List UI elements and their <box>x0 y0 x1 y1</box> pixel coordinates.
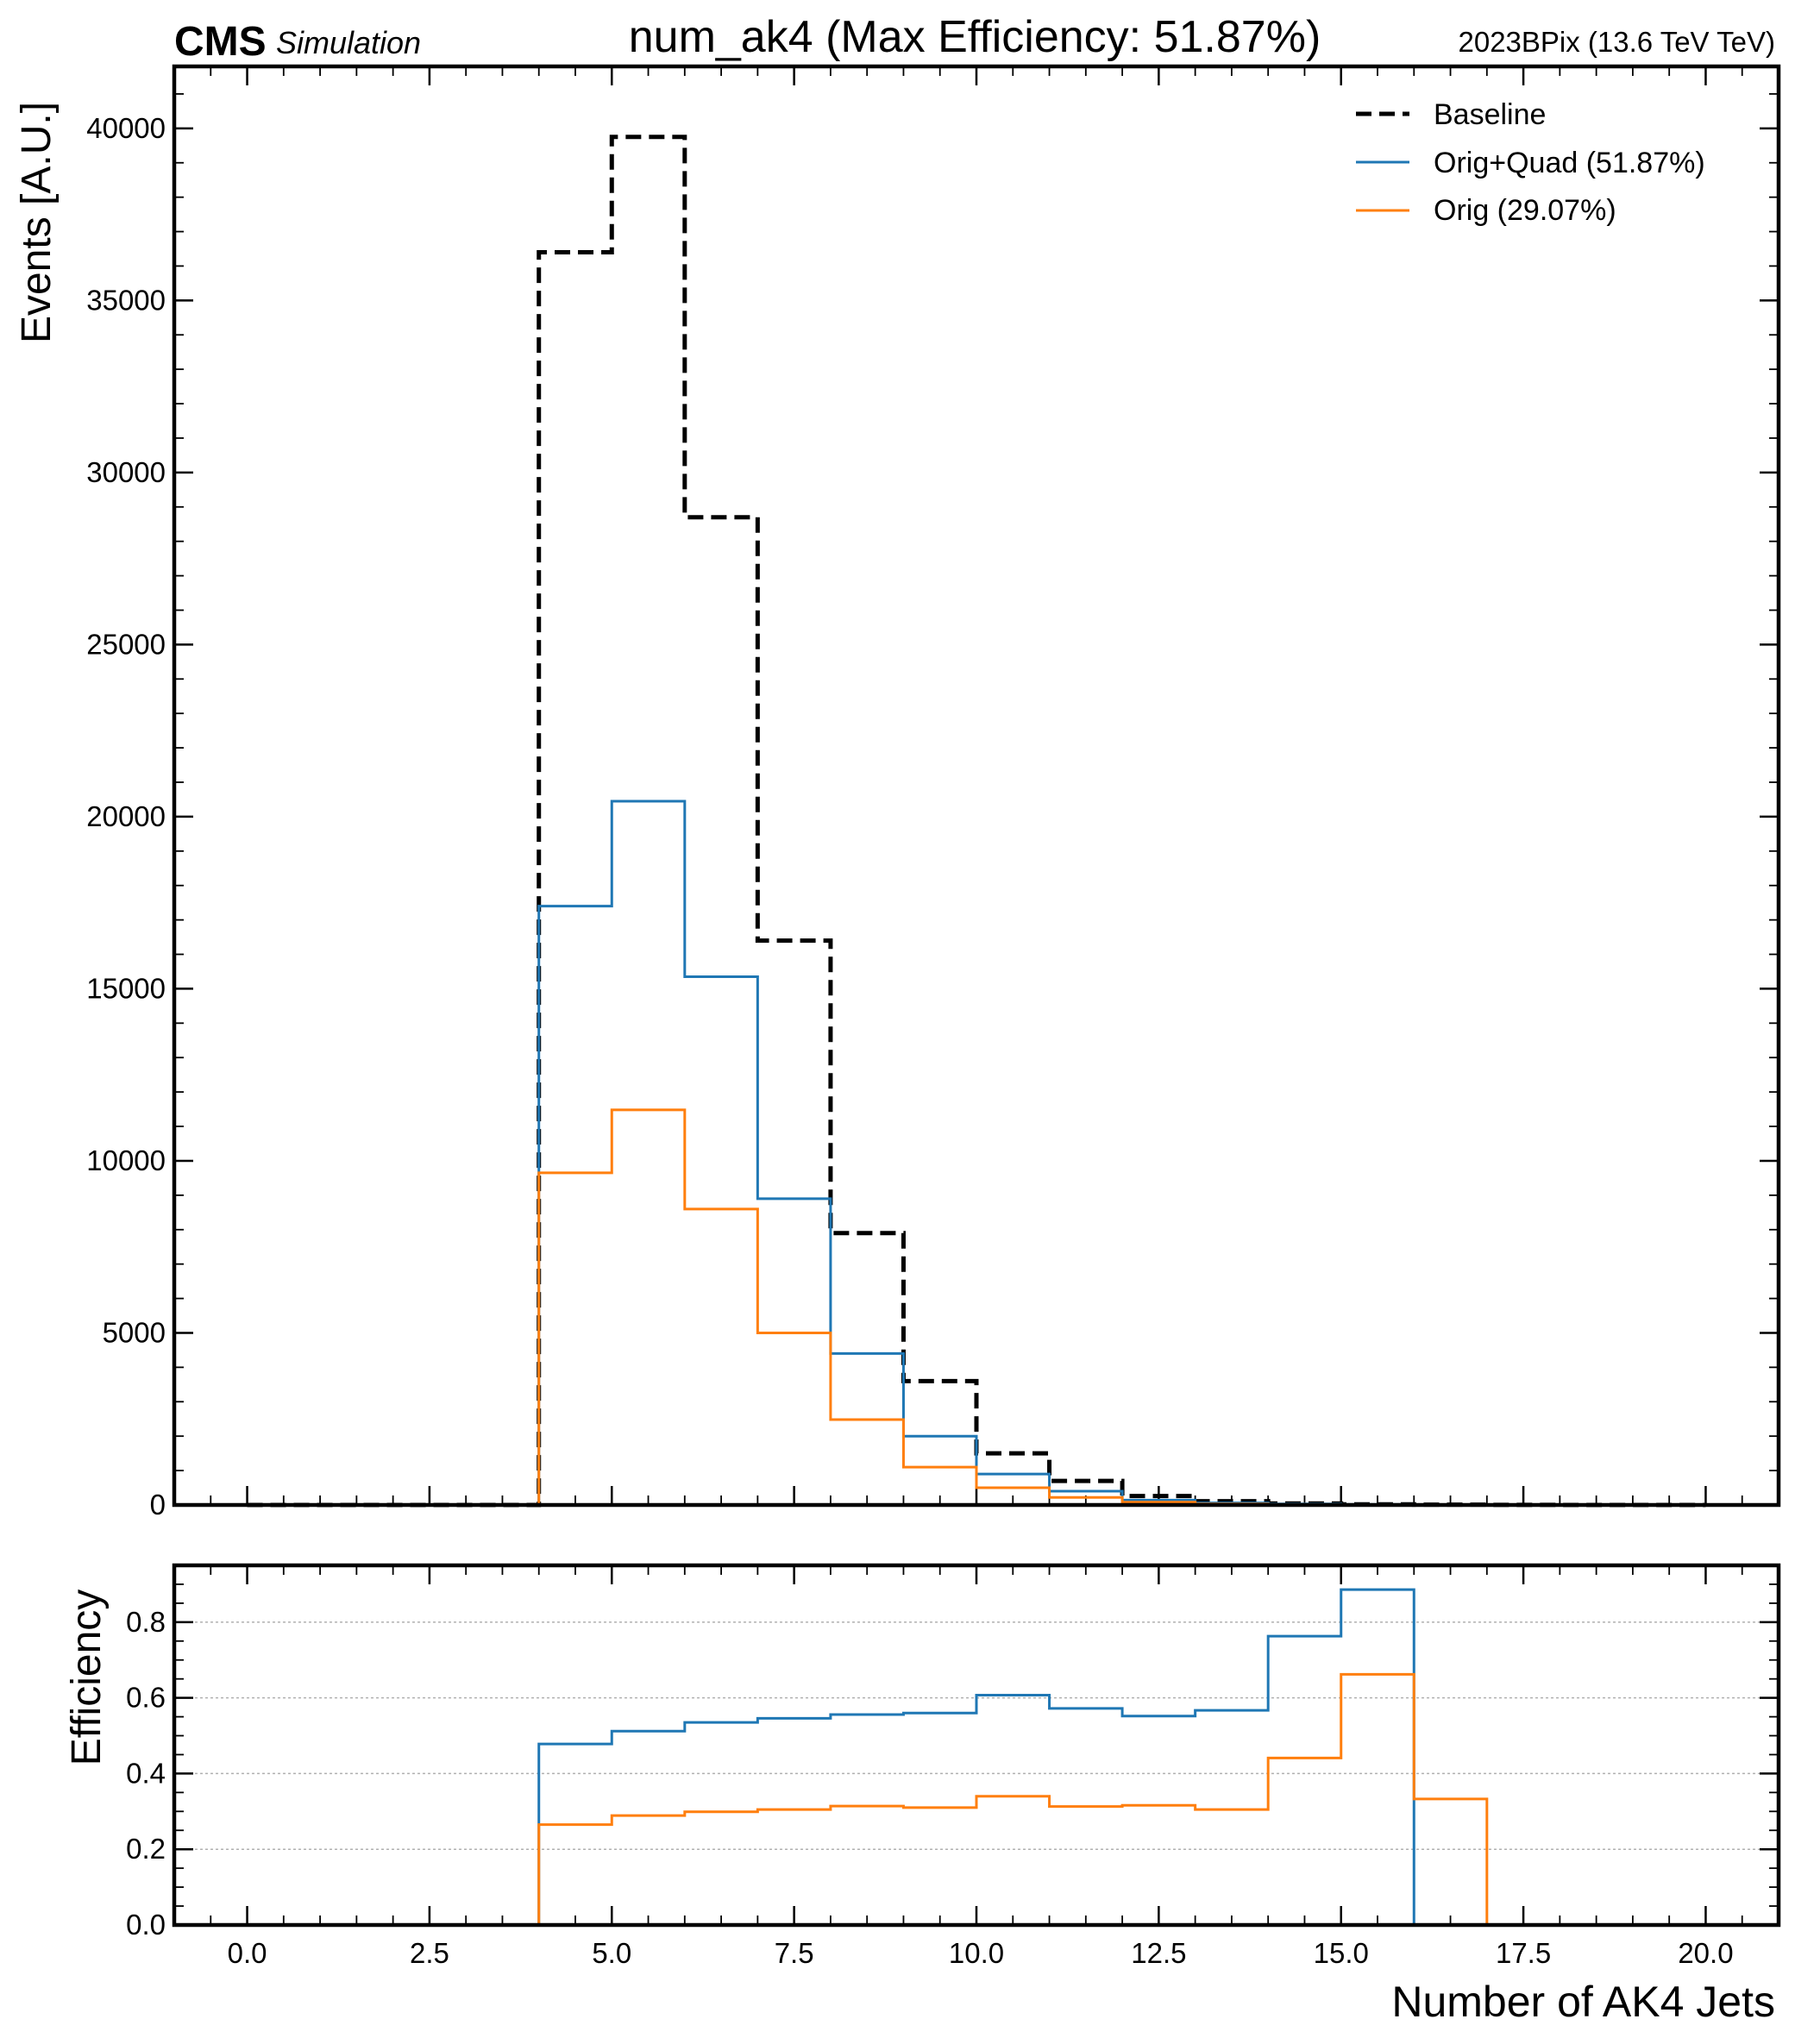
y-tick-label: 0 <box>150 1489 166 1520</box>
x-tick-label: 15.0 <box>1314 1937 1369 1969</box>
x-tick-label: 10.0 <box>949 1937 1004 1969</box>
era-label: 2023BPix (13.6 TeV TeV) <box>1458 26 1775 58</box>
legend-label-baseline: Baseline <box>1434 98 1546 131</box>
ratio-series-orig-quad-51-87 <box>537 1588 1415 1925</box>
y-tick-label: 0.4 <box>126 1757 166 1789</box>
main-ylabel: Events [A.U.] <box>14 102 60 343</box>
main-histogram-panel: 0 5000 10000 15000 20000 25000 30000 35000 40000 <box>86 64 1781 1520</box>
main-series-baseline <box>247 135 1706 1508</box>
y-tick-label: 0.6 <box>126 1682 166 1714</box>
x-tick-label: 0.0 <box>228 1937 267 1969</box>
x-tick-label: 12.5 <box>1131 1937 1186 1969</box>
y-tick-label: 30000 <box>86 456 166 488</box>
y-tick-label: 0.0 <box>126 1909 166 1941</box>
y-tick-label: 20000 <box>86 800 166 832</box>
y-tick-label: 35000 <box>86 284 166 316</box>
ratio-series-orig-29-07 <box>537 1672 1489 1925</box>
plot-frame <box>172 64 1781 1508</box>
x-tick-label: 2.5 <box>410 1937 449 1969</box>
x-tick-label: 7.5 <box>775 1937 814 1969</box>
xlabel: Number of AK4 Jets <box>1391 1978 1775 2026</box>
x-tick-label: 20.0 <box>1678 1937 1733 1969</box>
y-tick-label: 0.2 <box>126 1833 166 1865</box>
x-tick-label: 5.0 <box>592 1937 631 1969</box>
ratio-ylabel: Efficiency <box>64 1589 110 1766</box>
y-tick-label: 25000 <box>86 628 166 660</box>
simulation-label: Simulation <box>276 25 421 60</box>
cms-label: CMS <box>174 19 267 65</box>
x-tick-label: 17.5 <box>1496 1937 1551 1969</box>
legend-label-orig-quad: Orig+Quad (51.87%) <box>1434 147 1705 179</box>
y-tick-label: 10000 <box>86 1144 166 1176</box>
y-tick-label: 0.8 <box>126 1606 166 1638</box>
efficiency-ratio-panel: 0.0 0.2 0.4 0.6 0.8 0.0 2.5 5.0 7.5 10.0 12.5 15.0 1… <box>126 1563 1781 1969</box>
legend-label-orig: Orig (29.07%) <box>1434 194 1616 227</box>
y-tick-label: 15000 <box>86 972 166 1004</box>
plot-frame <box>172 1563 1781 1928</box>
chart-title: num_ak4 (Max Efficiency: 51.87%) <box>629 12 1321 62</box>
y-tick-label: 5000 <box>103 1316 166 1348</box>
y-tick-label: 40000 <box>86 112 166 144</box>
legend: Baseline Orig+Quad (51.87%) Orig (29.07%… <box>1356 98 1705 227</box>
